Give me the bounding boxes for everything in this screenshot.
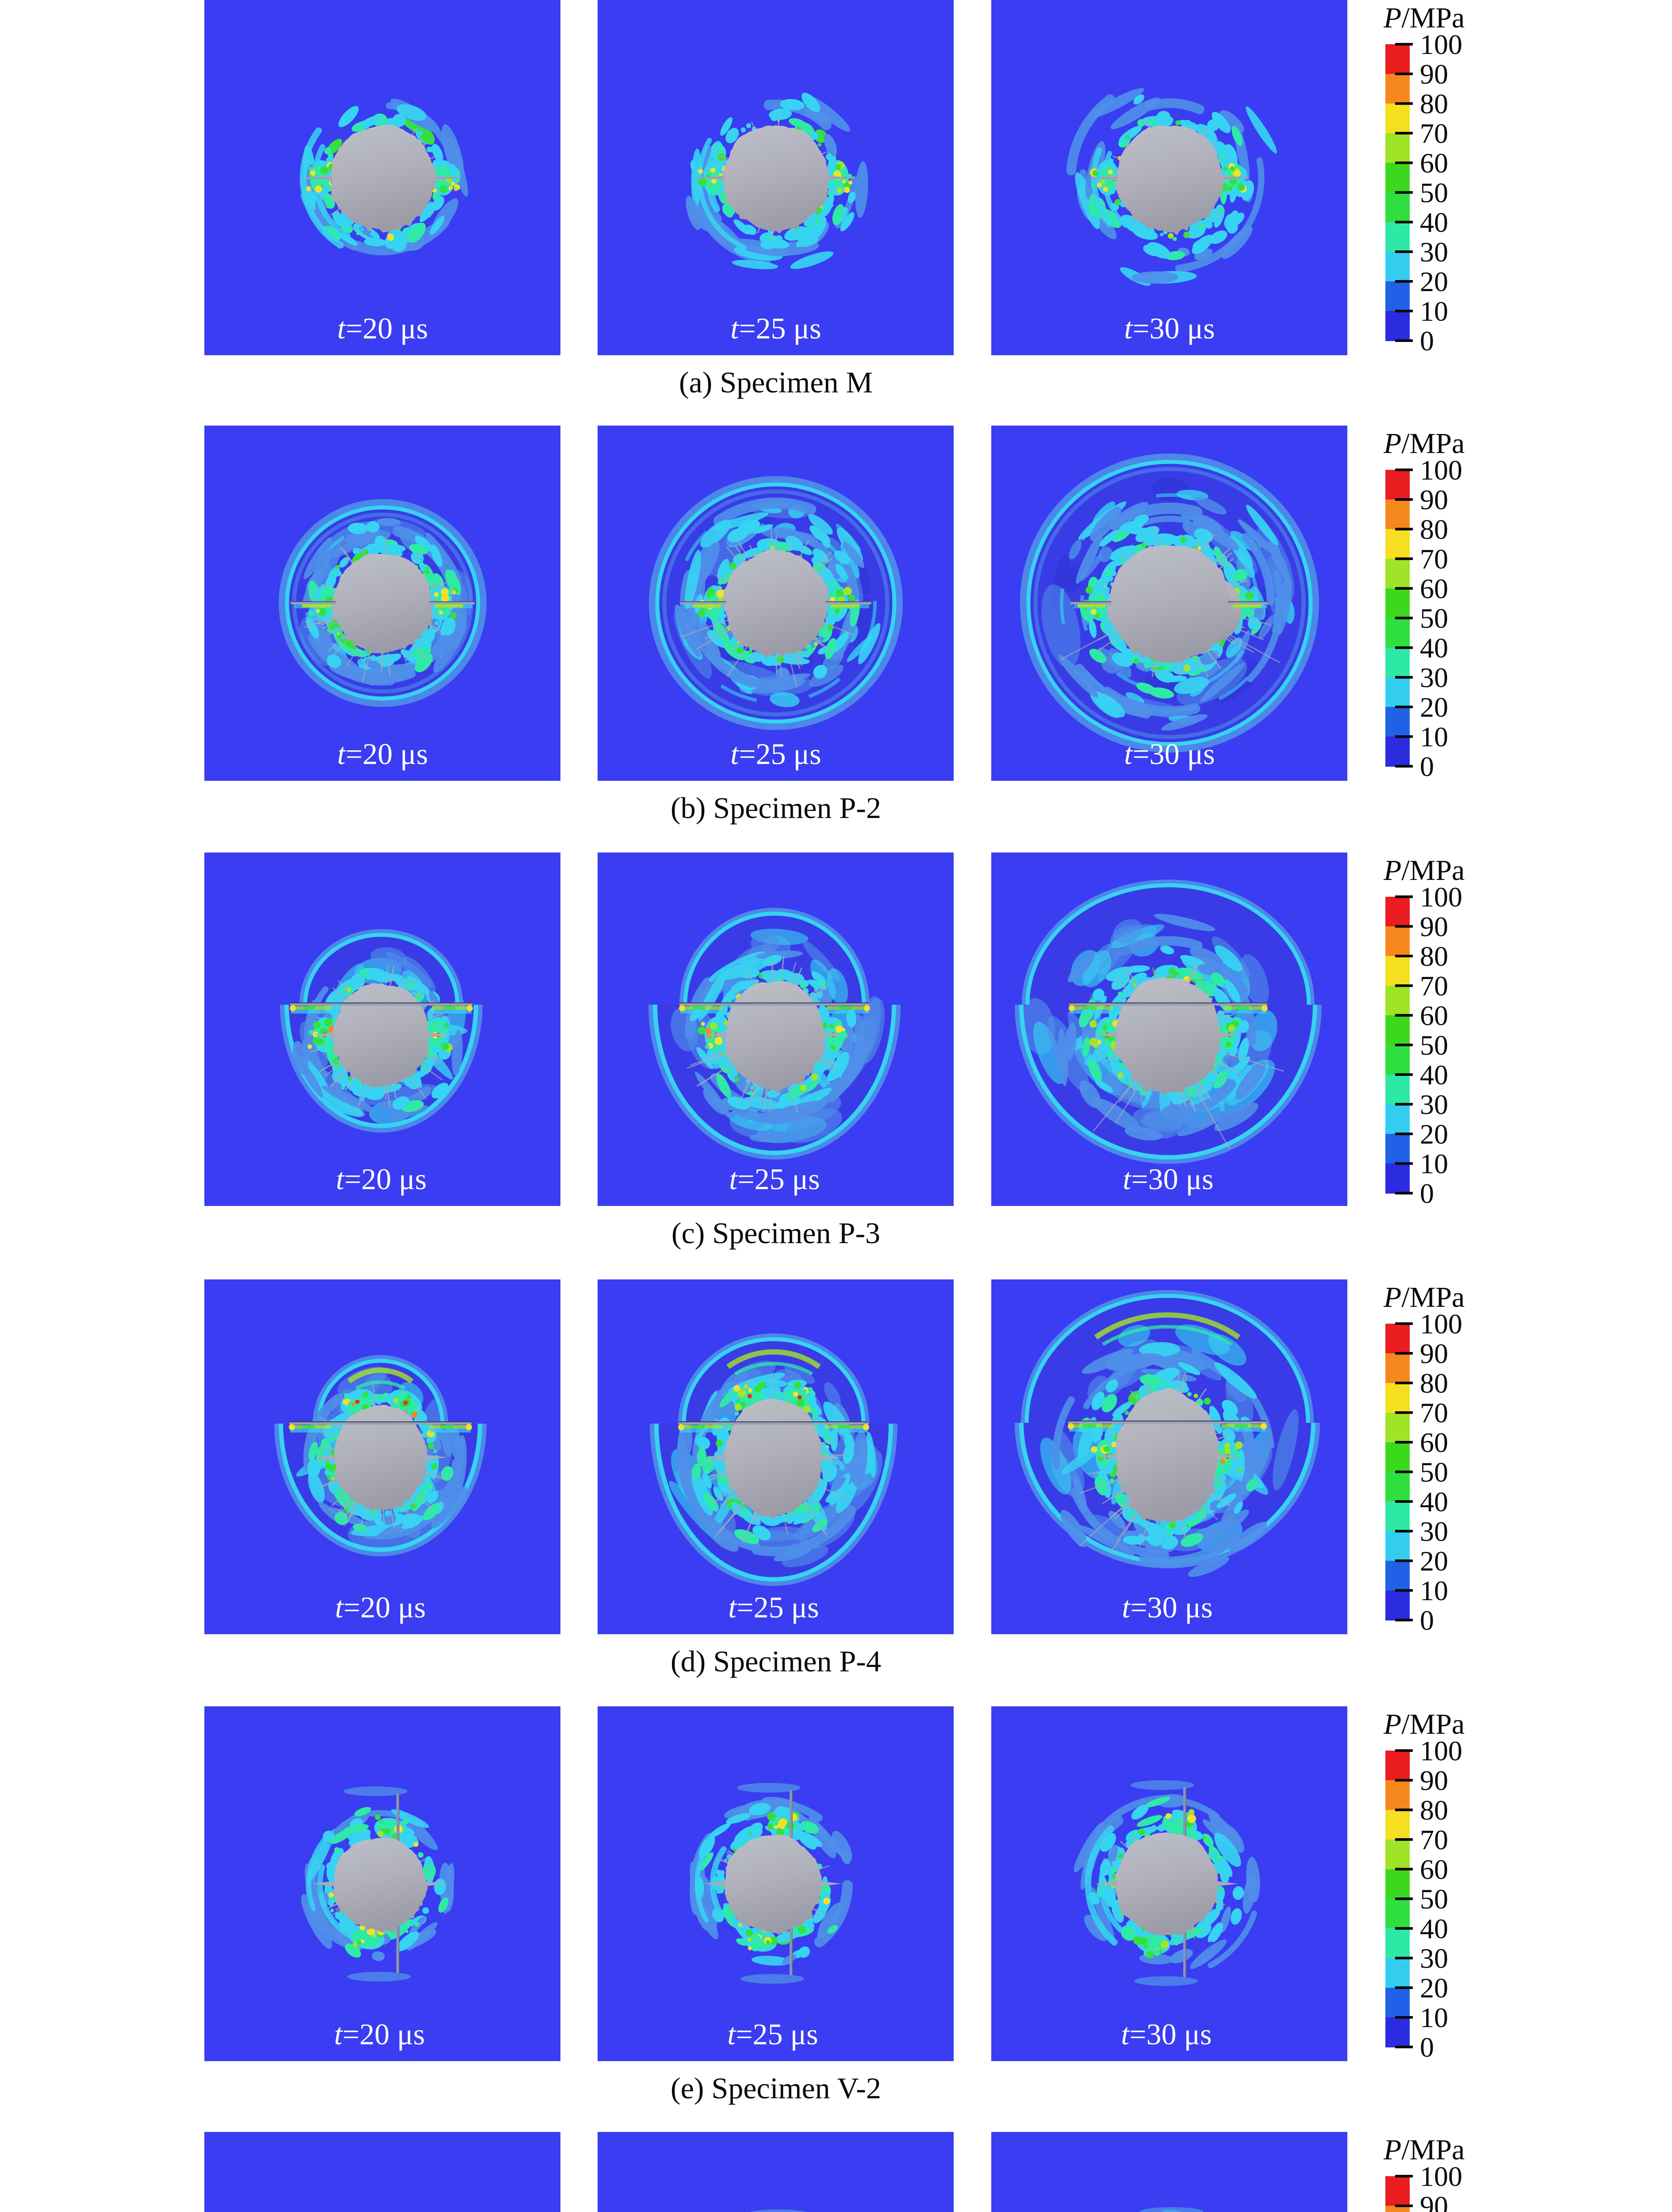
svg-text:50: 50	[1420, 603, 1448, 634]
svg-text:t=30 μs: t=30 μs	[1123, 1162, 1213, 1196]
svg-text:90: 90	[1420, 1765, 1448, 1796]
svg-text:40: 40	[1420, 1486, 1448, 1517]
svg-text:90: 90	[1420, 58, 1448, 90]
svg-text:P/MPa: P/MPa	[1383, 427, 1465, 460]
svg-text:0: 0	[1420, 751, 1434, 781]
svg-text:80: 80	[1420, 88, 1448, 119]
svg-text:60: 60	[1420, 1854, 1448, 1885]
svg-text:40: 40	[1420, 1059, 1448, 1091]
svg-text:40: 40	[1420, 1913, 1448, 1944]
svg-text:90: 90	[1420, 1338, 1448, 1369]
svg-text:t=30 μs: t=30 μs	[1121, 2017, 1212, 2051]
svg-text:50: 50	[1420, 1883, 1448, 1915]
svg-text:t=30 μs: t=30 μs	[1122, 1590, 1212, 1624]
svg-text:10: 10	[1420, 296, 1448, 327]
svg-text:70: 70	[1420, 1397, 1448, 1429]
svg-text:t=30 μs: t=30 μs	[1124, 311, 1215, 345]
svg-text:60: 60	[1420, 147, 1448, 179]
svg-text:100: 100	[1420, 29, 1462, 60]
svg-text:t=25 μs: t=25 μs	[728, 1590, 819, 1624]
svg-text:100: 100	[1420, 1308, 1462, 1340]
svg-text:70: 70	[1420, 970, 1448, 1002]
svg-text:80: 80	[1420, 514, 1448, 545]
svg-text:90: 90	[1420, 484, 1448, 515]
svg-text:10: 10	[1420, 1148, 1448, 1179]
svg-text:0: 0	[1420, 325, 1434, 355]
svg-text:100: 100	[1420, 881, 1462, 913]
svg-text:10: 10	[1420, 2002, 1448, 2033]
svg-text:70: 70	[1420, 543, 1448, 575]
svg-text:0: 0	[1420, 2032, 1434, 2061]
svg-text:90: 90	[1420, 911, 1448, 942]
svg-text:30: 30	[1420, 1516, 1448, 1547]
svg-text:100: 100	[1420, 454, 1462, 486]
svg-text:80: 80	[1420, 1367, 1448, 1399]
svg-text:30: 30	[1420, 236, 1448, 268]
svg-text:P/MPa: P/MPa	[1383, 2134, 1465, 2166]
svg-text:10: 10	[1420, 721, 1448, 753]
svg-text:P/MPa: P/MPa	[1383, 1281, 1465, 1313]
svg-text:40: 40	[1420, 632, 1448, 664]
svg-text:20: 20	[1420, 1972, 1448, 2004]
svg-text:t=25 μs: t=25 μs	[730, 737, 821, 771]
svg-text:t=25 μs: t=25 μs	[729, 1162, 820, 1196]
svg-text:t=20 μs: t=20 μs	[334, 2017, 425, 2051]
svg-text:50: 50	[1420, 177, 1448, 208]
svg-text:P/MPa: P/MPa	[1383, 854, 1465, 887]
svg-text:70: 70	[1420, 118, 1448, 149]
svg-text:80: 80	[1420, 1794, 1448, 1826]
svg-text:0: 0	[1420, 1178, 1434, 1206]
svg-text:20: 20	[1420, 1118, 1448, 1150]
svg-text:20: 20	[1420, 691, 1448, 723]
svg-text:80: 80	[1420, 941, 1448, 972]
svg-text:30: 30	[1420, 662, 1448, 693]
svg-text:30: 30	[1420, 1089, 1448, 1120]
svg-text:t=30 μs: t=30 μs	[1124, 737, 1215, 771]
svg-text:10: 10	[1420, 1575, 1448, 1606]
svg-text:P/MPa: P/MPa	[1383, 1708, 1465, 1740]
svg-text:20: 20	[1420, 1545, 1448, 1577]
svg-text:t=25 μs: t=25 μs	[730, 311, 821, 345]
svg-text:40: 40	[1420, 207, 1448, 238]
svg-text:P/MPa: P/MPa	[1383, 2, 1465, 34]
svg-text:60: 60	[1420, 573, 1448, 604]
svg-text:70: 70	[1420, 1824, 1448, 1855]
svg-text:50: 50	[1420, 1456, 1448, 1488]
svg-text:60: 60	[1420, 1427, 1448, 1458]
svg-text:t=20 μs: t=20 μs	[337, 737, 428, 771]
svg-text:30: 30	[1420, 1943, 1448, 1974]
svg-text:20: 20	[1420, 266, 1448, 297]
svg-text:t=20 μs: t=20 μs	[337, 311, 428, 345]
svg-text:0: 0	[1420, 1605, 1434, 1634]
svg-text:t=25 μs: t=25 μs	[727, 2017, 818, 2051]
svg-text:60: 60	[1420, 1000, 1448, 1031]
svg-text:t=20 μs: t=20 μs	[335, 1590, 426, 1624]
svg-text:50: 50	[1420, 1029, 1448, 1061]
svg-text:t=20 μs: t=20 μs	[336, 1162, 426, 1196]
svg-text:100: 100	[1420, 1735, 1462, 1767]
svg-text:100: 100	[1420, 2161, 1462, 2192]
svg-text:90: 90	[1420, 2190, 1448, 2212]
